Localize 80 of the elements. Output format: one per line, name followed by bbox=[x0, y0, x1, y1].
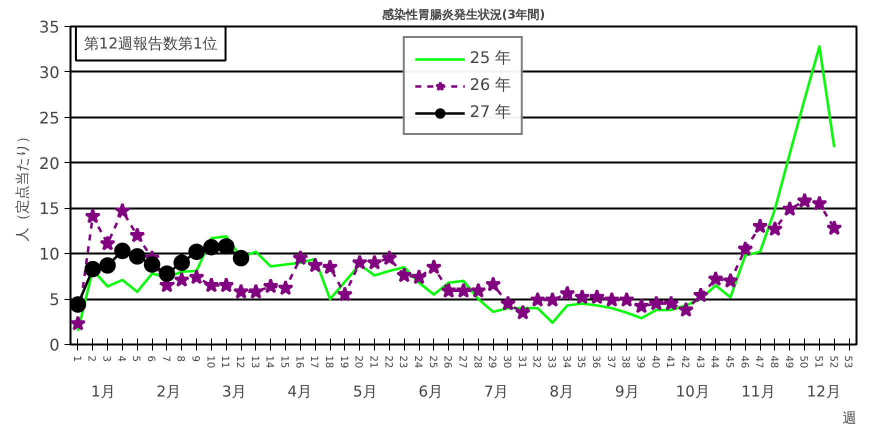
x-tick-label: 33 bbox=[545, 356, 556, 368]
x-tick-label: 34 bbox=[560, 356, 572, 368]
x-tick-label: 51 bbox=[812, 356, 824, 368]
chart-title: 感染性胃腸炎発生状況(3年間) bbox=[380, 8, 546, 22]
y-tick-label: 20 bbox=[39, 154, 60, 173]
x-tick-label: 38 bbox=[620, 356, 631, 368]
x-axis-title: 週 bbox=[842, 410, 856, 426]
y-tick-label: 0 bbox=[49, 336, 60, 354]
x-tick-label: 45 bbox=[723, 356, 734, 368]
text: 8月 bbox=[549, 382, 574, 400]
x-tick-label: 30 bbox=[500, 356, 512, 368]
x-tick-label: 3 bbox=[100, 356, 112, 362]
x-tick-label: 39 bbox=[634, 356, 646, 368]
x-tick-label: 42 bbox=[678, 356, 690, 368]
x-tick-label: 48 bbox=[768, 356, 779, 368]
y-tick-label: 30 bbox=[39, 62, 60, 82]
text: 1月 bbox=[90, 382, 116, 400]
text: 7月 bbox=[484, 382, 509, 400]
x-tick-label: 15 bbox=[278, 356, 290, 368]
x-tick-label: 40 bbox=[649, 356, 660, 368]
text: 6月 bbox=[418, 382, 444, 400]
x-tick-label: 32 bbox=[530, 356, 542, 368]
text: 12月 bbox=[806, 382, 841, 400]
x-tick-label: 41 bbox=[664, 356, 676, 368]
text: 3月 bbox=[222, 382, 247, 400]
x-tick-label: 29 bbox=[486, 356, 498, 368]
annotation: 第12週報告数第1位 bbox=[84, 34, 218, 52]
x-tick-label: 27 bbox=[456, 356, 468, 368]
x-tick-label: 5 bbox=[130, 356, 142, 362]
x-tick-label: 28 bbox=[471, 356, 482, 368]
x-tick-label: 35 bbox=[575, 356, 586, 368]
x-tick-label: 17 bbox=[308, 356, 320, 368]
x-tick-label: 25 bbox=[426, 356, 438, 368]
x-tick-label: 18 bbox=[323, 356, 334, 368]
x-tick-label: 21 bbox=[368, 356, 379, 368]
x-tick-label: 52 bbox=[827, 356, 838, 368]
x-tick-label: 16 bbox=[293, 356, 304, 368]
x-tick-label: 6 bbox=[145, 356, 156, 362]
text: 4月 bbox=[287, 382, 312, 400]
x-tick-label: 53 bbox=[842, 356, 854, 368]
x-tick-label: 31 bbox=[516, 356, 527, 368]
x-tick-label: 1 bbox=[70, 356, 82, 362]
y-tick-label: 10 bbox=[39, 244, 60, 264]
legend-label: 27 年 bbox=[470, 102, 512, 123]
x-tick-label: 50 bbox=[798, 356, 809, 368]
x-tick-label: 36 bbox=[590, 356, 601, 368]
text: 9月 bbox=[614, 382, 640, 400]
x-tick-label: 9 bbox=[190, 356, 201, 362]
x-tick-label: 11 bbox=[219, 356, 230, 368]
text: 2月 bbox=[156, 382, 182, 400]
text: 5月 bbox=[352, 382, 378, 400]
x-tick-label: 2 bbox=[86, 356, 97, 362]
x-tick-label: 13 bbox=[248, 356, 260, 368]
text: 10月 bbox=[676, 382, 710, 400]
x-tick-label: 37 bbox=[604, 356, 616, 368]
x-tick-label: 49 bbox=[782, 356, 794, 368]
x-tick-label: 7 bbox=[160, 356, 171, 362]
legend-label: 26 年 bbox=[470, 75, 512, 96]
x-tick-label: 46 bbox=[738, 356, 750, 368]
x-tick-label: 12 bbox=[234, 356, 246, 368]
x-tick-label: 20 bbox=[352, 356, 364, 368]
x-tick-label: 26 bbox=[442, 356, 453, 368]
y-tick-label: 25 bbox=[39, 108, 60, 128]
legend-label: 25 年 bbox=[470, 48, 512, 69]
y-tick-label: 5 bbox=[49, 290, 60, 310]
x-tick-label: 4 bbox=[115, 356, 126, 362]
x-tick-label: 19 bbox=[338, 356, 349, 368]
y-axis-title: 人（定点当たり） bbox=[15, 130, 32, 242]
x-tick-label: 14 bbox=[264, 356, 275, 368]
text: 11月 bbox=[741, 382, 776, 400]
x-tick-label: 43 bbox=[694, 356, 705, 368]
x-tick-label: 10 bbox=[204, 356, 216, 368]
x-tick-label: 23 bbox=[397, 356, 408, 368]
x-tick-label: 47 bbox=[753, 356, 764, 368]
x-tick-label: 22 bbox=[382, 356, 394, 368]
x-tick-label: 44 bbox=[708, 356, 720, 368]
x-tick-label: 8 bbox=[174, 356, 186, 362]
y-tick-label: 15 bbox=[39, 199, 60, 218]
y-tick-label: 35 bbox=[39, 18, 60, 36]
x-tick-label: 24 bbox=[412, 356, 424, 368]
